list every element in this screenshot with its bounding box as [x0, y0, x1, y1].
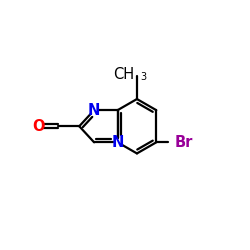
Text: 3: 3: [140, 72, 146, 82]
Text: N: N: [88, 103, 100, 118]
Text: Br: Br: [175, 135, 193, 150]
Text: CH: CH: [113, 67, 134, 82]
Text: N: N: [112, 135, 124, 150]
Text: O: O: [32, 119, 45, 134]
